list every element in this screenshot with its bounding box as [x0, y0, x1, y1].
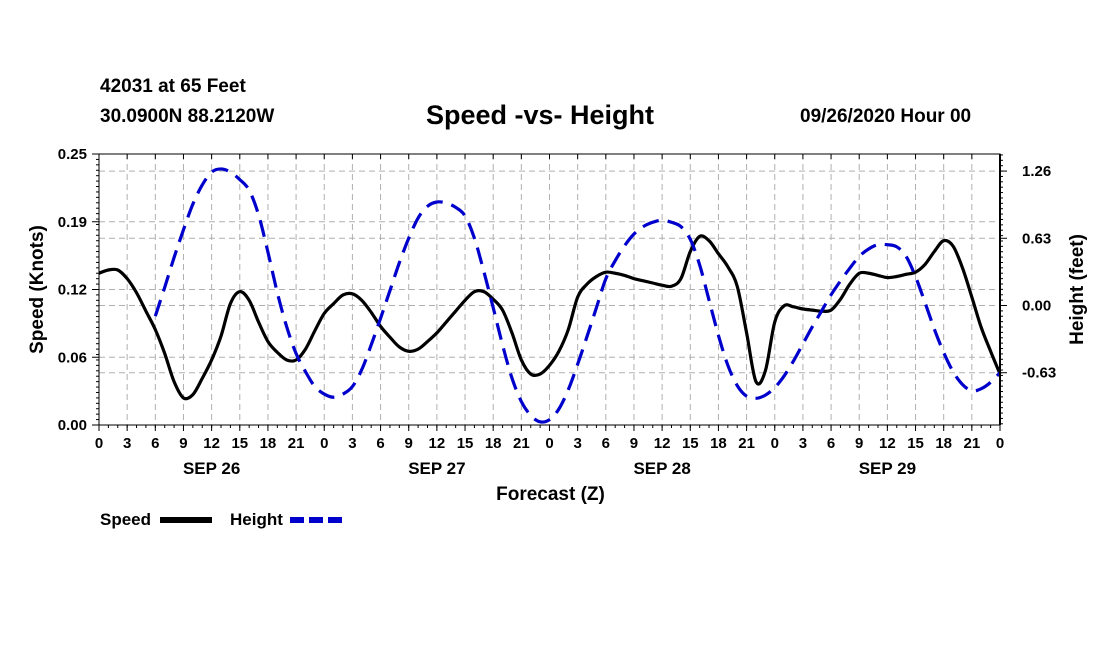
x-tick-label: 9: [630, 435, 638, 452]
x-tick-label: 12: [654, 435, 671, 452]
x-tick-label: 0: [320, 435, 328, 452]
x-tick-label: 0: [545, 435, 553, 452]
legend: Speed Height: [100, 510, 342, 529]
x-axis-label: Forecast (Z): [496, 484, 605, 505]
y-left-tick-label: 0.12: [58, 282, 87, 299]
chart-title: Speed -vs- Height: [426, 100, 655, 130]
y-left-tick-label: 0.25: [58, 146, 87, 163]
series-height-line: [153, 167, 1002, 424]
y-right-tick-label: 0.00: [1022, 298, 1051, 315]
x-tick-label: 9: [855, 435, 863, 452]
x-tick-label: 15: [907, 435, 924, 452]
x-tick-label: 12: [429, 435, 446, 452]
x-tick-label: 9: [405, 435, 413, 452]
x-tick-label: 3: [123, 435, 131, 452]
series-speed-line: [98, 234, 1002, 401]
x-tick-label: 21: [964, 435, 981, 452]
x-tick-label: 0: [95, 435, 103, 452]
y-axis-right-label: Height (feet): [1067, 234, 1088, 345]
axes: 0 3 6 9 12 15 18 21 0 3 6 9 12 15 18 21 0 3 6 9 12 15 18 21 0 3 6 9…: [58, 146, 1056, 478]
x-tick-label: 6: [376, 435, 384, 452]
x-tick-label: 0: [996, 435, 1004, 452]
x-tick-label: 3: [799, 435, 807, 452]
x-tick-label: 12: [203, 435, 220, 452]
y-right-tick-label: 1.26: [1022, 163, 1051, 180]
y-left-tick-label: 0.00: [58, 417, 87, 434]
x-tick-label: 3: [348, 435, 356, 452]
day-label: SEP 26: [183, 459, 240, 478]
legend-height-label: Height: [230, 510, 283, 529]
x-tick-label: 3: [573, 435, 581, 452]
y-right-tick-label: 0.63: [1022, 230, 1051, 247]
x-tick-label: 6: [602, 435, 610, 452]
x-tick-label: 6: [827, 435, 835, 452]
y-right-tick-label: -0.63: [1022, 365, 1056, 382]
x-tick-label: 12: [879, 435, 896, 452]
y-left-tick-label: 0.19: [58, 214, 87, 231]
day-label: SEP 27: [408, 459, 465, 478]
x-tick-label: 18: [260, 435, 277, 452]
x-tick-label: 9: [179, 435, 187, 452]
x-tick-label: 15: [682, 435, 699, 452]
series-layer: [98, 167, 1002, 424]
x-tick-label: 18: [935, 435, 952, 452]
day-label: SEP 29: [859, 459, 916, 478]
x-tick-label: 21: [288, 435, 305, 452]
x-tick-label: 18: [485, 435, 502, 452]
x-tick-label: 18: [710, 435, 727, 452]
x-tick-label: 15: [457, 435, 474, 452]
x-tick-label: 0: [771, 435, 779, 452]
grid: [99, 154, 1000, 425]
x-tick-label: 15: [231, 435, 248, 452]
date-hour-label: 09/26/2020 Hour 00: [800, 106, 972, 127]
x-tick-label: 21: [513, 435, 530, 452]
y-axis-left-label: Speed (Knots): [27, 225, 48, 354]
day-label: SEP 28: [633, 459, 690, 478]
x-tick-label: 6: [151, 435, 159, 452]
station-label: 42031 at 65 Feet: [100, 76, 246, 97]
x-tick-label: 21: [738, 435, 755, 452]
y-left-tick-label: 0.06: [58, 349, 87, 366]
legend-speed-label: Speed: [100, 510, 151, 529]
coordinates-label: 30.0900N 88.2120W: [100, 106, 275, 127]
